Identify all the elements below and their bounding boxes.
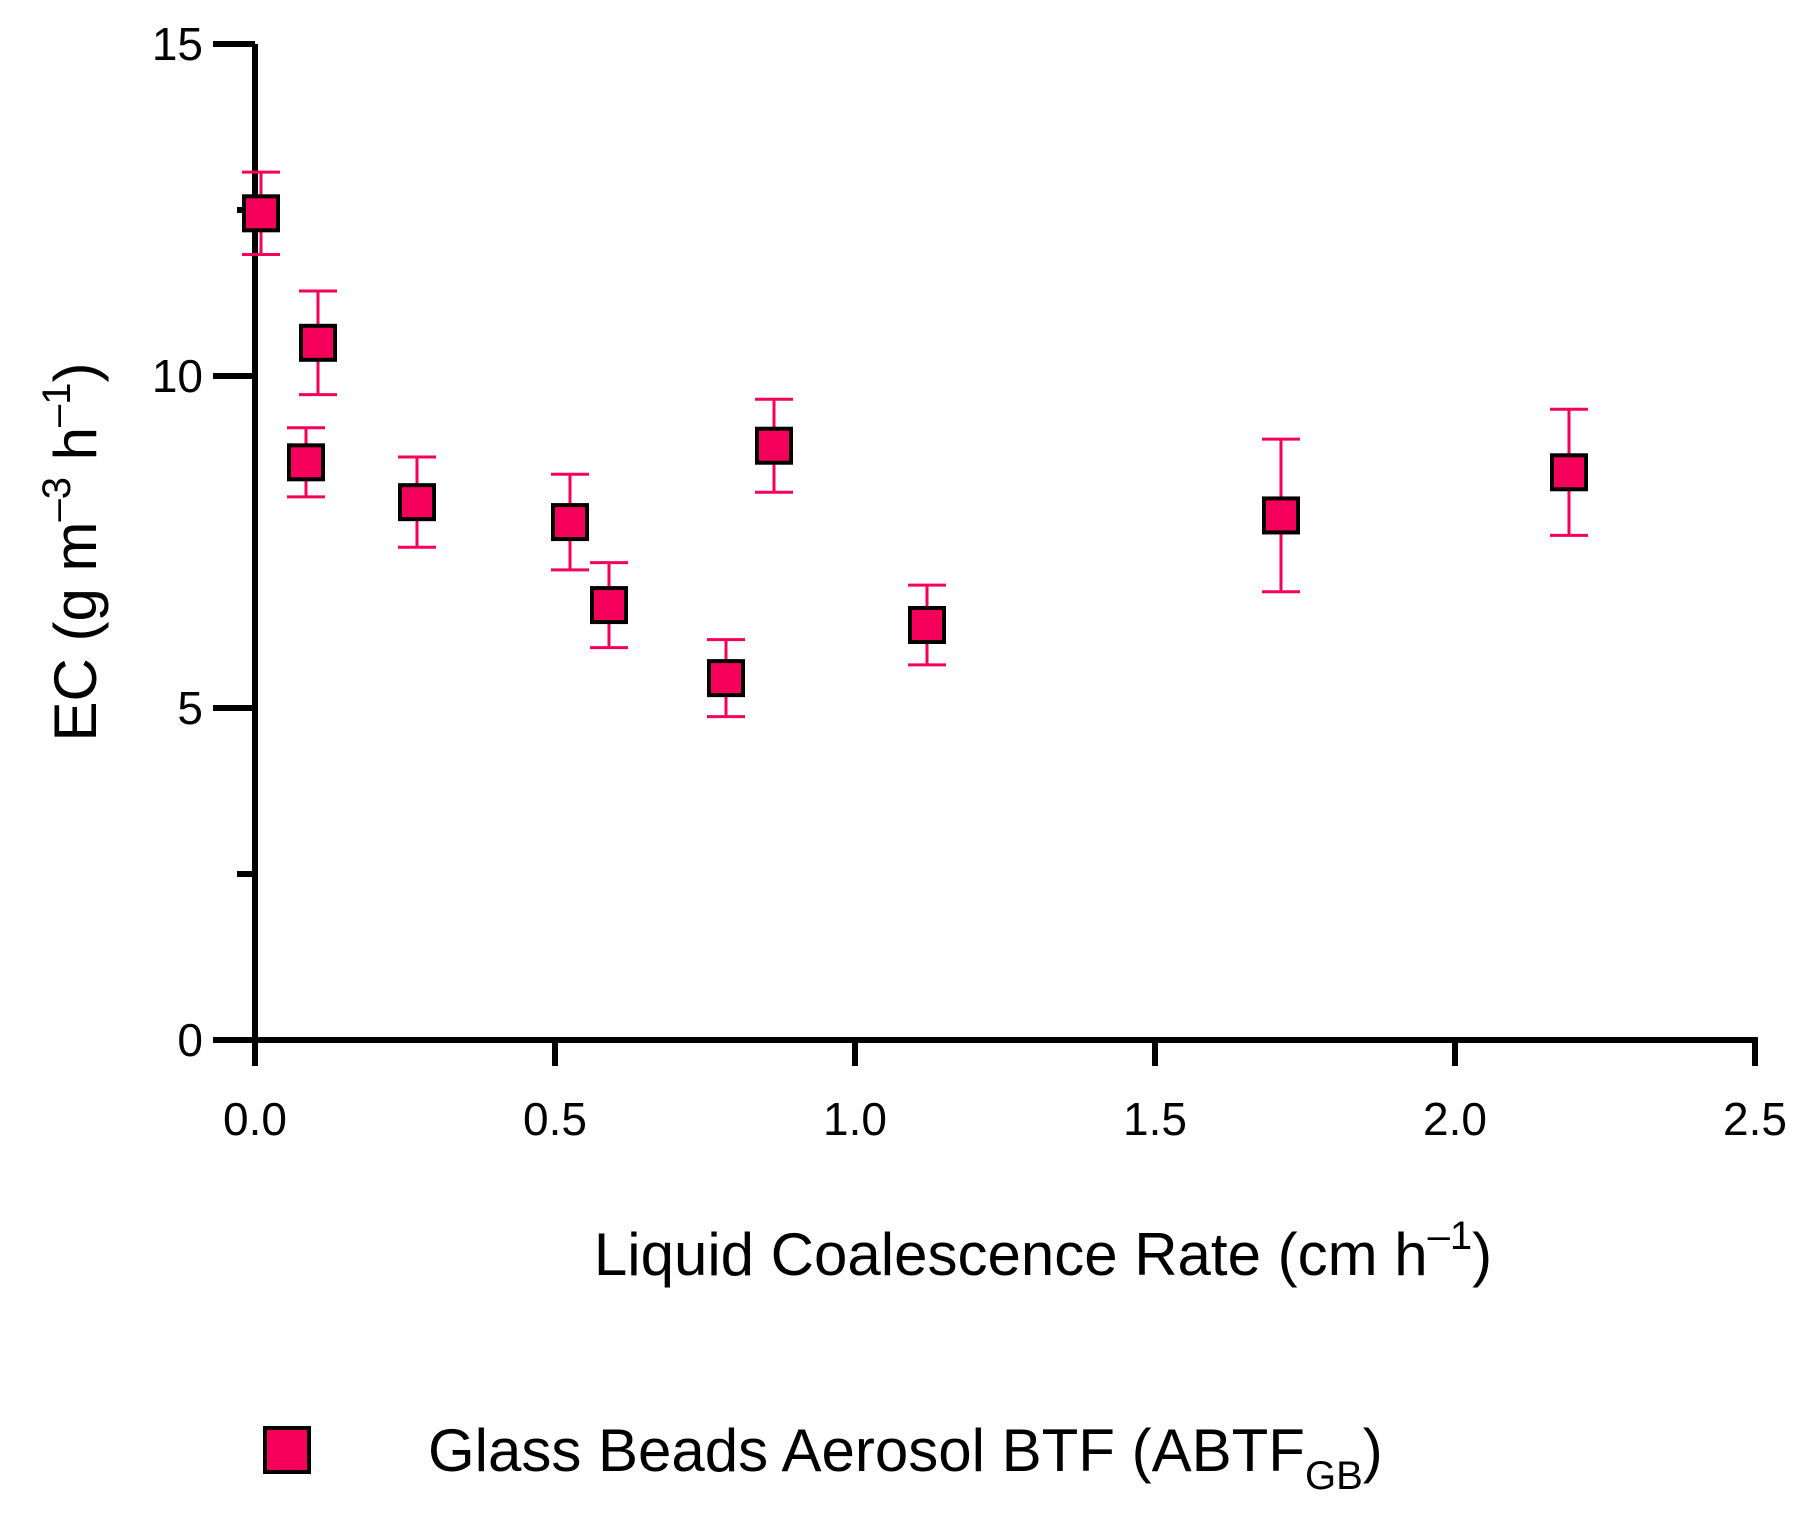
x-tick-label: 0.0 [223,1093,287,1145]
legend-marker [263,1426,311,1474]
data-point [755,426,793,465]
legend-label: Glass Beads Aerosol BTF (ABTFGB) [428,1417,1383,1498]
x-tick-label: 2.0 [1423,1093,1487,1145]
legend: Glass Beads Aerosol BTF (ABTFGB) [263,1417,1383,1498]
x-tick-label: 2.5 [1723,1093,1787,1145]
y-tick-label: 10 [152,350,203,402]
data-point [590,586,628,625]
data-point [242,194,280,233]
data-point [287,443,325,482]
y-tick-label: 15 [152,18,203,70]
x-tick-label: 1.5 [1123,1093,1187,1145]
x-tick-label: 0.5 [523,1093,587,1145]
data-point [299,323,337,362]
axes [252,44,1758,1043]
data-point [1550,453,1588,492]
y-axis-title: EC (g m–3 h–1) [35,362,109,741]
x-tick-label: 1.0 [823,1093,887,1145]
data-point [398,483,436,522]
x-axis-title: Liquid Coalescence Rate (cm h–1) [594,1214,1492,1288]
data-point [908,606,946,644]
data-point [1262,496,1300,535]
y-axis-ticks: 0 5 10 15 [152,18,255,1066]
y-tick-label: 0 [177,1014,203,1066]
y-tick-label: 5 [177,682,203,734]
x-axis-ticks: 0.0 0.5 1.0 1.5 2.0 2.5 [223,1040,1787,1145]
data-point [707,659,745,698]
data-points [242,194,1588,698]
data-point [551,503,589,542]
